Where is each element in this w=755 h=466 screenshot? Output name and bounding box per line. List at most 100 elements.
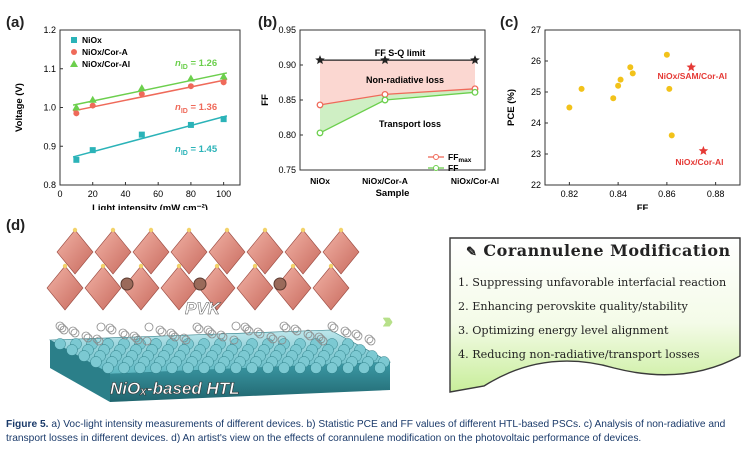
- a-site-cation: [120, 277, 134, 291]
- x-category-label: NiOx/Cor-A: [362, 176, 408, 186]
- corannulene-molecule: [105, 323, 115, 333]
- data-point: [316, 101, 324, 109]
- data-point: [88, 95, 97, 103]
- corannulene-molecule: [242, 324, 252, 334]
- x-tick-label: 0: [57, 189, 62, 199]
- htl-bead: [90, 356, 102, 368]
- y-axis-label: Voltage (V): [14, 83, 25, 132]
- data-point: [89, 147, 96, 154]
- legend-marker: [433, 154, 439, 160]
- perovskite-htl-illustration: PVK NiOₓ-based HTL: [46, 227, 392, 402]
- halide-atom: [224, 227, 230, 233]
- caption-label: Figure 5.: [6, 419, 49, 430]
- corannulene-molecule: [268, 334, 278, 344]
- corannulene-molecule: [327, 321, 337, 331]
- halide-atom: [186, 227, 192, 233]
- legend-label: NiOx: [82, 35, 102, 45]
- x-category-label: NiOx/Cor-Al: [451, 176, 499, 186]
- corannulene-molecule: [59, 325, 69, 335]
- corannulene-molecule: [218, 332, 228, 342]
- panel-label-c: (c): [500, 14, 519, 31]
- corannulene-molecule: [68, 326, 78, 336]
- legend-marker: [71, 37, 77, 43]
- data-point: [380, 55, 390, 65]
- halide-atom: [328, 263, 334, 269]
- ideality-annotation: nID = 1.45: [175, 144, 218, 157]
- octahedron: [246, 229, 284, 275]
- halide-atom: [148, 227, 154, 233]
- x-category-label: NiOx: [310, 176, 330, 186]
- htl-bead: [166, 362, 178, 374]
- halide-atom: [110, 227, 116, 233]
- corannulene-molecule: [94, 336, 104, 346]
- corannulene-molecule: [205, 327, 215, 337]
- corannulene-molecule: [207, 329, 217, 339]
- a-site-cation: [273, 277, 287, 291]
- htl-bead: [54, 338, 66, 350]
- corannulene-molecule: [168, 330, 178, 340]
- octahedron: [132, 229, 170, 275]
- y-tick-label: 1.2: [43, 25, 56, 35]
- corannulene-molecule: [366, 336, 376, 346]
- halide-atom: [176, 263, 182, 269]
- corannulene-molecule: [244, 326, 254, 336]
- ideality-annotation: nID = 1.26: [175, 58, 217, 71]
- corannulene-molecule: [144, 322, 154, 332]
- htl-bead: [278, 362, 290, 374]
- transport-loss-region: [320, 88, 475, 133]
- htl-bead: [150, 362, 162, 374]
- annotation-sq-limit: FF S-Q limit: [375, 48, 426, 58]
- halide-atom: [252, 263, 258, 269]
- htl-bead: [294, 362, 306, 374]
- data-point: [470, 55, 480, 65]
- htl-bead: [118, 362, 130, 374]
- annotation-transport: Transport loss: [379, 119, 441, 129]
- htl-bead: [214, 362, 226, 374]
- data-point: [471, 88, 479, 96]
- y-tick-label: 0.80: [278, 130, 296, 140]
- data-point: [316, 129, 324, 137]
- octahedron: [208, 229, 246, 275]
- plot-frame: [544, 29, 741, 186]
- ideality-annotation: nID = 1.36: [175, 102, 217, 115]
- corannulene-molecule: [266, 332, 276, 342]
- htl-bead: [374, 362, 386, 374]
- x-tick-label: 100: [216, 189, 231, 199]
- corannulene-molecule: [133, 335, 143, 345]
- htl-label: NiOₓ-based HTL: [110, 379, 240, 398]
- corannulene-molecule: [316, 334, 326, 344]
- x-axis-label: FF: [637, 203, 649, 210]
- octahedron: [284, 229, 322, 275]
- data-point: [138, 131, 145, 138]
- sparkle-icon: ✎: [466, 245, 478, 260]
- corannulene-molecule: [292, 326, 302, 336]
- y-tick-label: 23: [531, 149, 541, 159]
- data-point: [666, 85, 673, 92]
- htl-bead: [134, 362, 146, 374]
- y-tick-label: 0.8: [43, 180, 56, 190]
- corannulene-molecule: [231, 321, 241, 331]
- x-tick-label: 20: [88, 189, 98, 199]
- y-tick-label: 1.1: [43, 64, 56, 74]
- corannulene-molecule: [305, 331, 315, 341]
- data-point: [219, 72, 228, 80]
- data-point: [615, 82, 622, 89]
- data-point: [72, 103, 81, 111]
- halide-atom: [338, 227, 344, 233]
- legend-marker: [71, 49, 77, 55]
- halide-atom: [290, 263, 296, 269]
- data-point: [629, 70, 636, 77]
- corannulene-molecule: [83, 333, 93, 343]
- corannulene-molecule: [364, 334, 374, 344]
- htl-bead: [262, 362, 274, 374]
- data-point: [381, 96, 389, 104]
- octahedron: [312, 265, 350, 311]
- htl-bead: [102, 362, 114, 374]
- corannulene-molecule: [192, 322, 202, 332]
- octahedron: [84, 265, 122, 311]
- htl-bead: [230, 362, 242, 374]
- data-point: [73, 156, 80, 163]
- corannulene-molecule: [279, 321, 289, 331]
- data-point: [668, 132, 675, 139]
- corannulene-molecule: [57, 323, 67, 333]
